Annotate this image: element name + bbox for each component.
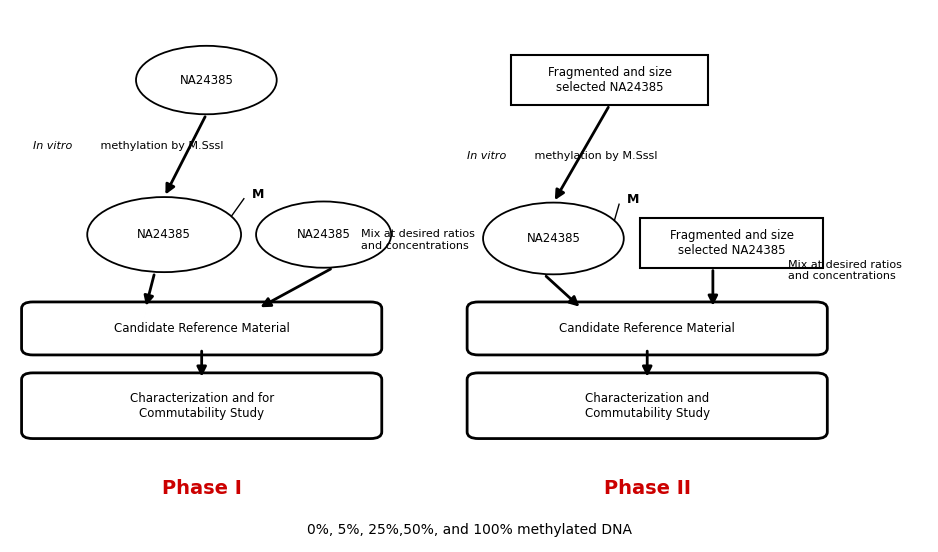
Ellipse shape [483, 203, 624, 274]
Text: Characterization and
Commutability Study: Characterization and Commutability Study [584, 392, 710, 420]
FancyBboxPatch shape [22, 373, 382, 438]
Text: In vitro: In vitro [33, 141, 72, 151]
Text: In vitro: In vitro [467, 151, 507, 161]
Text: methylation by M.SssI: methylation by M.SssI [97, 141, 223, 151]
Text: NA24385: NA24385 [526, 232, 581, 245]
FancyBboxPatch shape [467, 373, 827, 438]
Text: M: M [251, 188, 264, 201]
Text: Candidate Reference Material: Candidate Reference Material [113, 322, 290, 335]
Text: Mix at desired ratios
and concentrations: Mix at desired ratios and concentrations [788, 259, 901, 282]
Text: Candidate Reference Material: Candidate Reference Material [559, 322, 735, 335]
Text: NA24385: NA24385 [179, 73, 234, 87]
Ellipse shape [87, 197, 241, 272]
Text: Characterization and for
Commutability Study: Characterization and for Commutability S… [129, 392, 274, 420]
Text: Phase I: Phase I [161, 479, 242, 498]
Text: Mix at desired ratios
and concentrations: Mix at desired ratios and concentrations [361, 229, 475, 251]
Text: Fragmented and size
selected NA24385: Fragmented and size selected NA24385 [670, 229, 794, 257]
Bar [511, 55, 708, 105]
Text: methylation by M.SssI: methylation by M.SssI [531, 151, 658, 161]
Text: Phase II: Phase II [604, 479, 690, 498]
Ellipse shape [256, 201, 391, 268]
Text: 0%, 5%, 25%,50%, and 100% methylated DNA: 0%, 5%, 25%,50%, and 100% methylated DNA [307, 523, 631, 537]
Ellipse shape [136, 46, 277, 114]
Text: NA24385: NA24385 [296, 228, 351, 241]
Bar [640, 218, 823, 268]
Text: M: M [627, 193, 639, 206]
Text: NA24385: NA24385 [137, 228, 191, 241]
FancyBboxPatch shape [467, 302, 827, 355]
Text: Fragmented and size
selected NA24385: Fragmented and size selected NA24385 [548, 66, 672, 94]
FancyBboxPatch shape [22, 302, 382, 355]
